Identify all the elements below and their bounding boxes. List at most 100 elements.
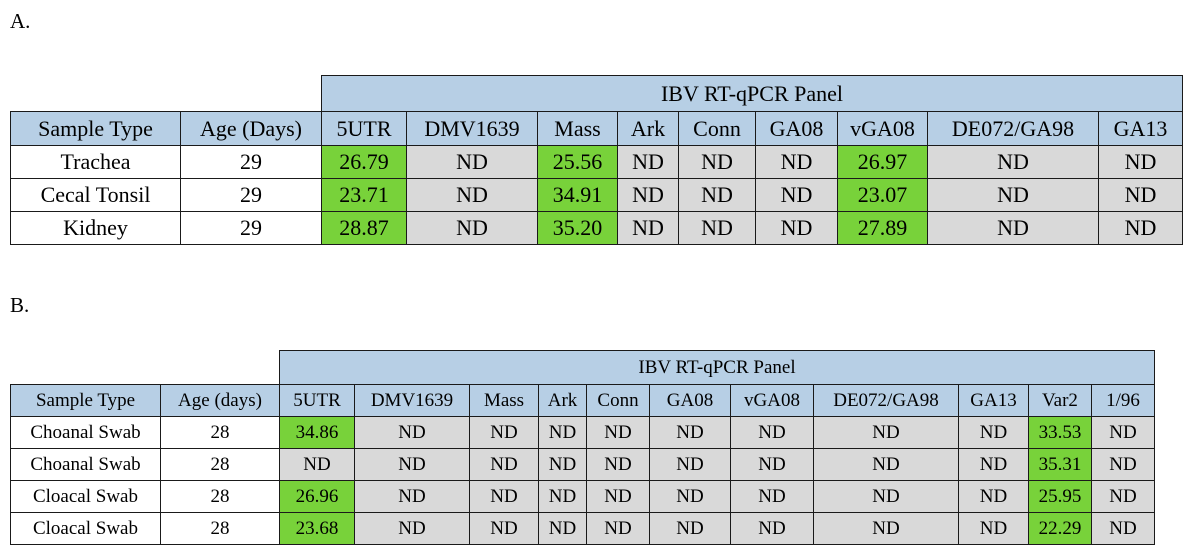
results-table-a: IBV RT-qPCR Panel Sample Type Age (Days) 5… [10, 75, 1183, 245]
result-cell-positive: 25.95 [1028, 480, 1092, 513]
result-cell-not-detected: ND [678, 145, 756, 179]
sample-type-cell: Cloacal Swab [10, 480, 161, 513]
result-cell-not-detected: ND [538, 448, 587, 481]
result-cell-not-detected: ND [1098, 211, 1183, 245]
panel-title: IBV RT-qPCR Panel [279, 350, 1155, 385]
result-cell-positive: 23.68 [279, 512, 355, 545]
result-cell-not-detected: ND [813, 480, 959, 513]
result-cell-not-detected: ND [586, 480, 650, 513]
result-cell-not-detected: ND [1098, 178, 1183, 212]
result-cell-not-detected: ND [813, 448, 959, 481]
column-header-ark: Ark [538, 384, 587, 417]
table-row: Choanal Swab 28 34.86 ND ND ND ND ND ND ND ND 33.53… [10, 416, 1155, 449]
result-cell-not-detected: ND [617, 145, 679, 179]
result-cell-positive: 25.56 [537, 145, 618, 179]
result-cell-not-detected: ND [730, 480, 814, 513]
table-row: Cloacal Swab 28 23.68 ND ND ND ND ND ND ND ND 22.29… [10, 512, 1155, 545]
result-cell-positive: 33.53 [1028, 416, 1092, 449]
sample-type-cell: Kidney [10, 211, 181, 245]
result-cell-not-detected: ND [755, 178, 838, 212]
column-header-de072-ga98: DE072/GA98 [813, 384, 959, 417]
column-header-mass: Mass [469, 384, 539, 417]
column-header-conn: Conn [586, 384, 650, 417]
column-header-de072-ga98: DE072/GA98 [927, 111, 1099, 146]
column-header-5utr: 5UTR [321, 111, 407, 146]
result-cell-not-detected: ND [406, 178, 538, 212]
column-header-ga13: GA13 [1098, 111, 1183, 146]
age-cell: 29 [180, 178, 322, 212]
result-cell-not-detected: ND [927, 178, 1099, 212]
result-cell-not-detected: ND [354, 416, 470, 449]
result-cell-not-detected: ND [586, 448, 650, 481]
result-cell-not-detected: ND [354, 512, 470, 545]
result-cell-not-detected: ND [469, 480, 539, 513]
section-b-label: B. [10, 293, 30, 317]
result-cell-not-detected: ND [678, 211, 756, 245]
result-cell-positive: 26.79 [321, 145, 407, 179]
result-cell-not-detected: ND [1091, 416, 1155, 449]
column-header-sample-type: Sample Type [10, 111, 181, 146]
result-cell-not-detected: ND [730, 512, 814, 545]
result-cell-not-detected: ND [649, 448, 731, 481]
column-header-ga08: GA08 [649, 384, 731, 417]
result-cell-positive: 28.87 [321, 211, 407, 245]
result-cell-not-detected: ND [813, 512, 959, 545]
result-cell-not-detected: ND [538, 480, 587, 513]
sample-type-cell: Choanal Swab [10, 448, 161, 481]
result-cell-not-detected: ND [1091, 448, 1155, 481]
result-cell-not-detected: ND [755, 211, 838, 245]
column-header-var2: Var2 [1028, 384, 1092, 417]
result-cell-not-detected: ND [649, 512, 731, 545]
result-cell-not-detected: ND [354, 480, 470, 513]
result-cell-not-detected: ND [469, 416, 539, 449]
column-header-age-days: Age (Days) [180, 111, 322, 146]
result-cell-not-detected: ND [617, 178, 679, 212]
column-header-conn: Conn [678, 111, 756, 146]
result-cell-not-detected: ND [678, 178, 756, 212]
result-cell-positive: 34.91 [537, 178, 618, 212]
result-cell-not-detected: ND [958, 416, 1029, 449]
result-cell-not-detected: ND [1091, 480, 1155, 513]
result-cell-not-detected: ND [406, 145, 538, 179]
sample-type-cell: Trachea [10, 145, 181, 179]
result-cell-not-detected: ND [755, 145, 838, 179]
result-cell-not-detected: ND [927, 145, 1099, 179]
age-cell: 29 [180, 145, 322, 179]
column-header-sample-type: Sample Type [10, 384, 161, 417]
column-header-vga08: vGA08 [730, 384, 814, 417]
table-row: Cecal Tonsil 29 23.71 ND 34.91 ND ND ND 23.07 ND N… [10, 178, 1183, 212]
column-header-1-96: 1/96 [1091, 384, 1155, 417]
result-cell-not-detected: ND [1091, 512, 1155, 545]
result-cell-not-detected: ND [649, 416, 731, 449]
result-cell-not-detected: ND [958, 448, 1029, 481]
column-header-dmv1639: DMV1639 [354, 384, 470, 417]
table-row: Cloacal Swab 28 26.96 ND ND ND ND ND ND ND ND 25.95… [10, 480, 1155, 513]
result-cell-positive: 35.20 [537, 211, 618, 245]
column-header-vga08: vGA08 [837, 111, 928, 146]
age-cell: 28 [160, 512, 280, 545]
blank-corner [10, 350, 280, 385]
result-cell-not-detected: ND [279, 448, 355, 481]
table-row: Trachea 29 26.79 ND 25.56 ND ND ND 26.97 ND ND [10, 145, 1183, 179]
blank-corner [10, 75, 322, 112]
result-cell-not-detected: ND [1098, 145, 1183, 179]
result-cell-not-detected: ND [586, 512, 650, 545]
result-cell-positive: 23.71 [321, 178, 407, 212]
column-header-age-days: Age (days) [160, 384, 280, 417]
results-table-b: IBV RT-qPCR Panel Sample Type Age (days) 5… [10, 350, 1155, 545]
result-cell-not-detected: ND [813, 416, 959, 449]
result-cell-not-detected: ND [958, 480, 1029, 513]
result-cell-not-detected: ND [730, 448, 814, 481]
result-cell-positive: 35.31 [1028, 448, 1092, 481]
result-cell-positive: 27.89 [837, 211, 928, 245]
age-cell: 28 [160, 480, 280, 513]
result-cell-not-detected: ND [406, 211, 538, 245]
result-cell-positive: 23.07 [837, 178, 928, 212]
sample-type-cell: Choanal Swab [10, 416, 161, 449]
result-cell-not-detected: ND [354, 448, 470, 481]
column-header-dmv1639: DMV1639 [406, 111, 538, 146]
age-cell: 28 [160, 448, 280, 481]
result-cell-not-detected: ND [617, 211, 679, 245]
age-cell: 28 [160, 416, 280, 449]
panel-title: IBV RT-qPCR Panel [321, 75, 1183, 112]
